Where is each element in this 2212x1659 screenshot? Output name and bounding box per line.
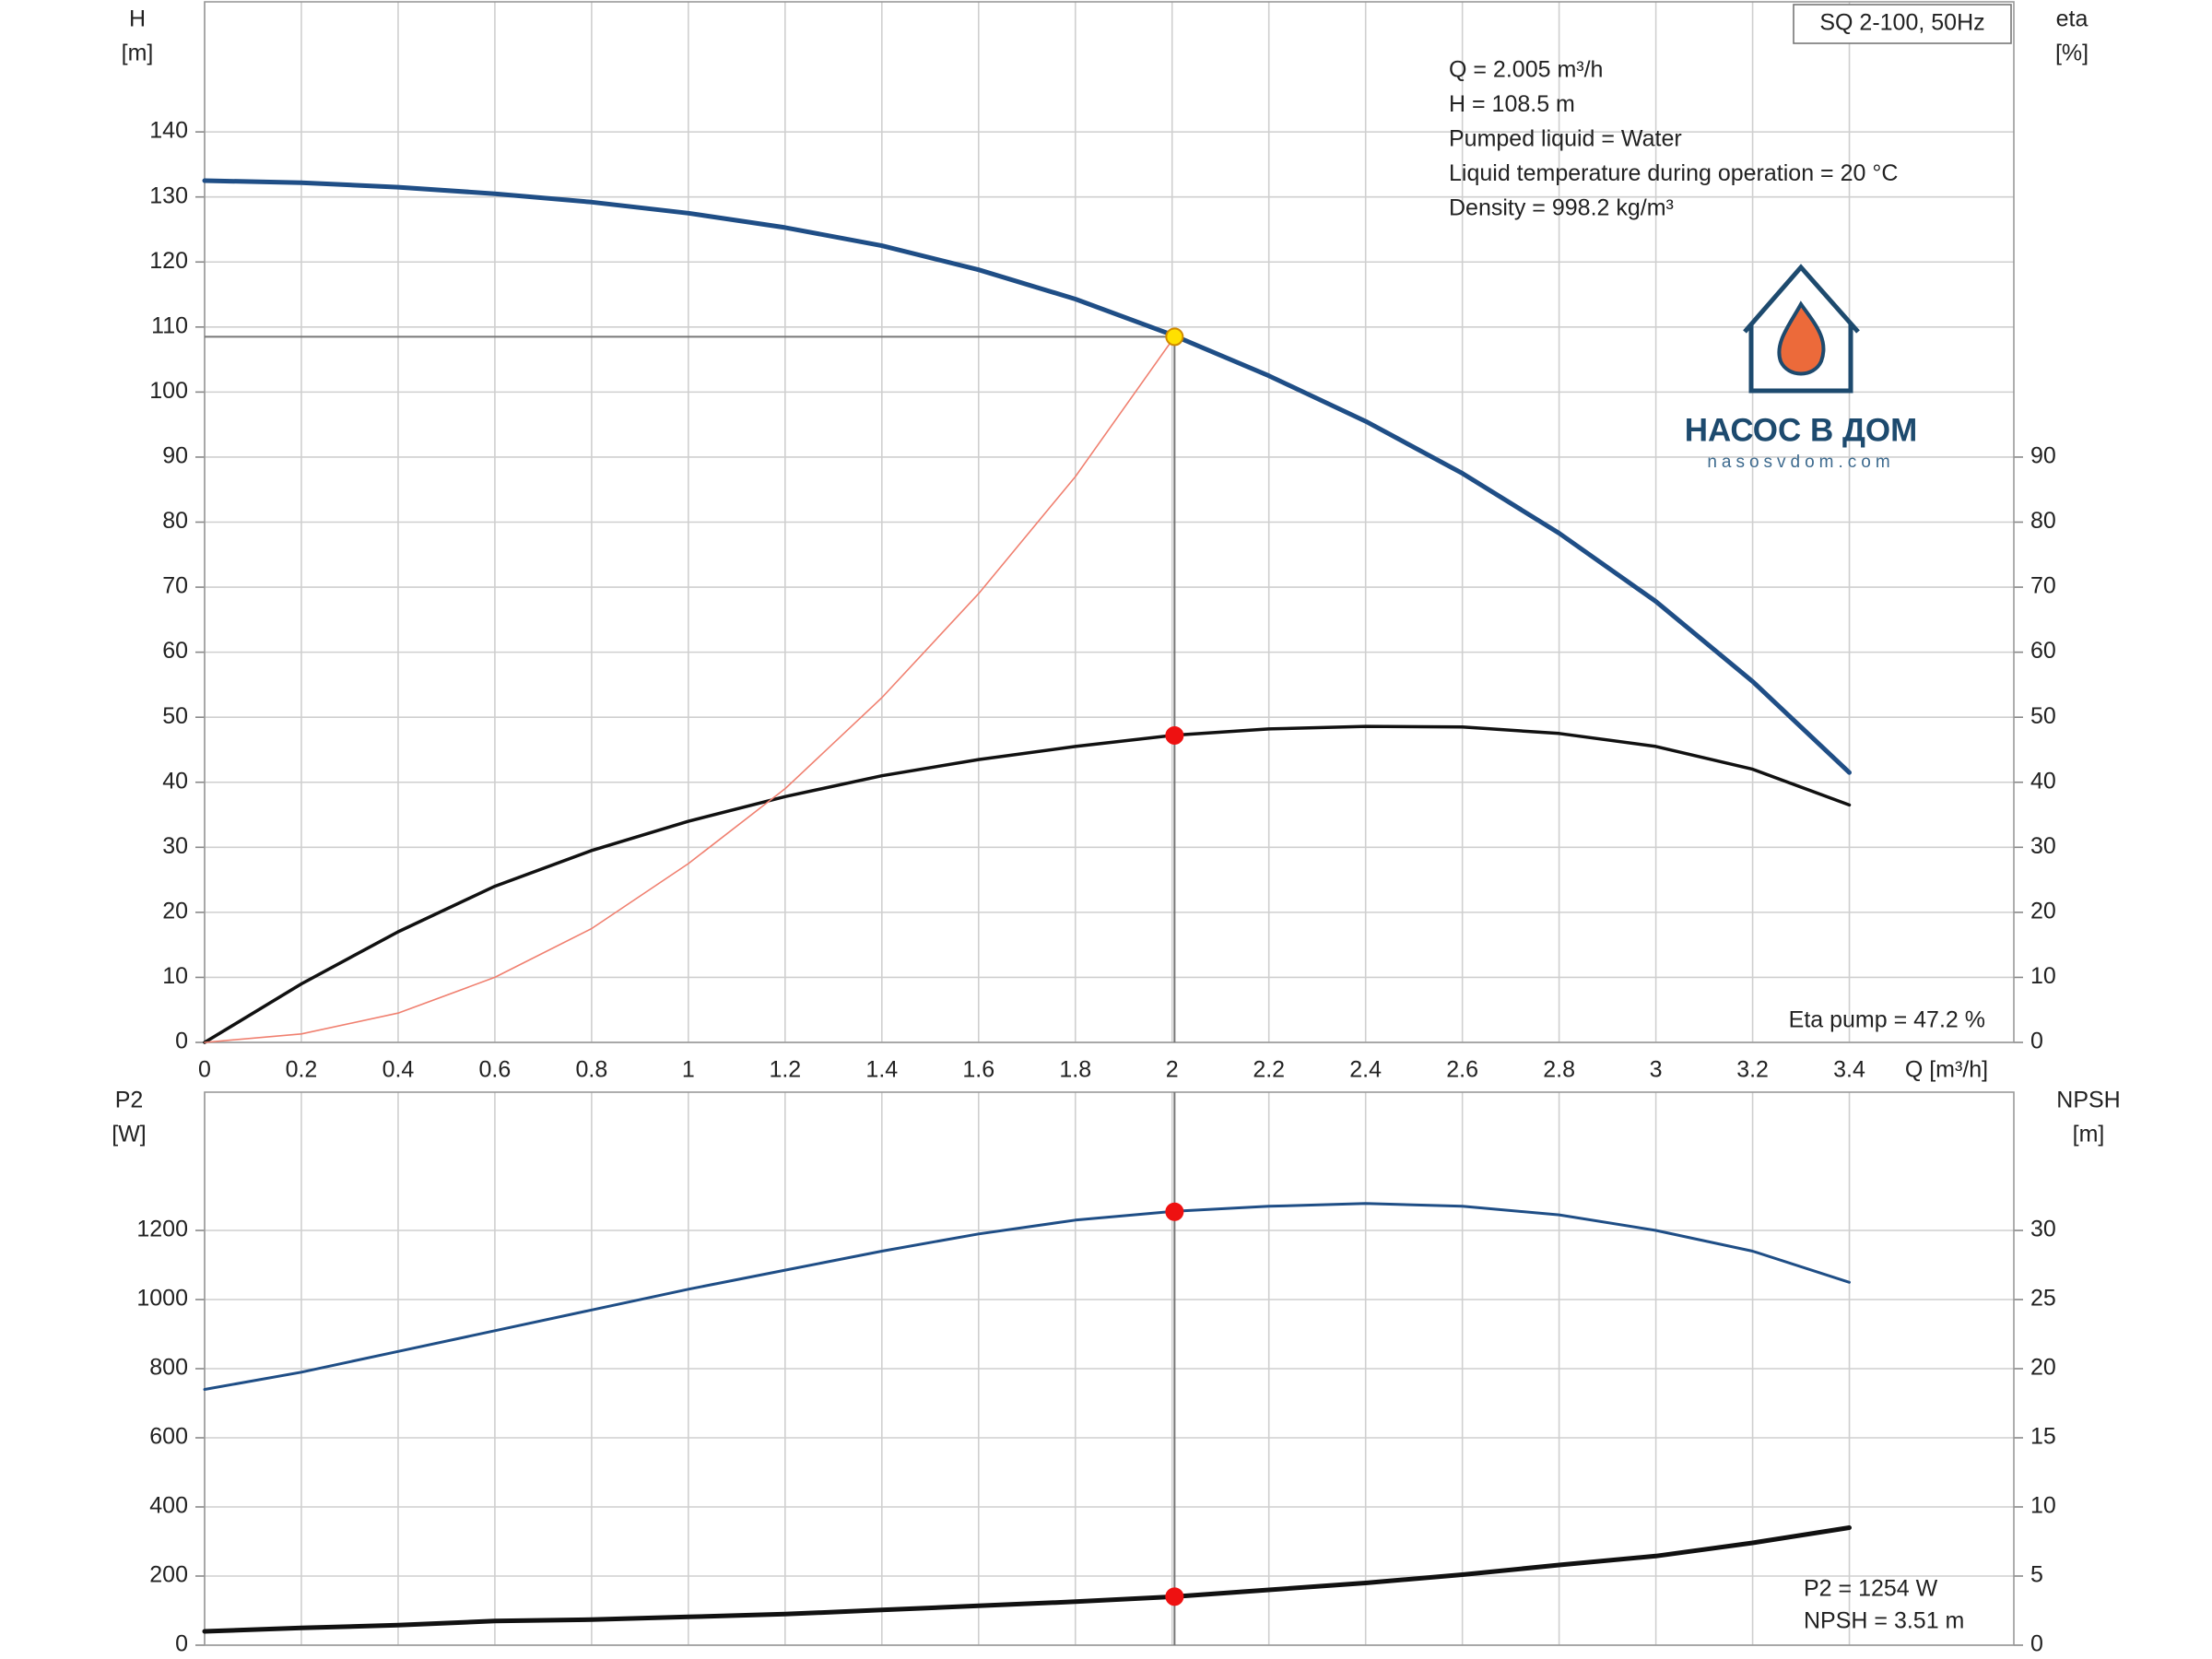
annotation: Liquid temperature during operation = 20… — [1449, 160, 1898, 186]
curve — [203, 724, 1852, 1044]
y2-axis-label: [%] — [2055, 41, 2088, 66]
curve — [202, 178, 1852, 775]
y2-tick-label: 0 — [2030, 1029, 2043, 1054]
y-tick-label: 80 — [162, 508, 188, 534]
plot-1: 0 200 400 600 800 1000 1200 0 5 10 15 20 25 30 P2 [W] NP… — [112, 1088, 2120, 1657]
corner-annotation: NPSH = 3.51 m — [1804, 1608, 1964, 1634]
y-axis-label: H — [129, 6, 146, 32]
y2-tick-label: 25 — [2030, 1286, 2056, 1312]
x-tick-label: 0.2 — [286, 1057, 318, 1083]
plot-frame — [204, 1, 2015, 1043]
x-tick-label: 2.8 — [1543, 1057, 1575, 1083]
y2-tick-label: 50 — [2030, 703, 2056, 729]
y-tick-label: 0 — [175, 1029, 188, 1054]
x-tick-label: 0 — [198, 1057, 211, 1083]
y-axis-label: [W] — [112, 1122, 147, 1147]
model-box — [1793, 4, 2012, 44]
y2-tick-label: 40 — [2030, 768, 2056, 794]
y-tick-label: 1000 — [136, 1286, 188, 1312]
y-tick-label: 50 — [162, 703, 188, 729]
operating-point — [1165, 1587, 1184, 1606]
x-tick-label: 0.4 — [382, 1057, 415, 1083]
y-tick-label: 90 — [162, 443, 188, 469]
y-tick-label: 60 — [162, 638, 188, 664]
y-tick-label: 110 — [151, 312, 188, 338]
x-tick-label: 2.6 — [1446, 1057, 1478, 1083]
curve — [202, 1525, 1852, 1634]
y-tick-label: 30 — [162, 833, 188, 859]
x-tick-label: 3.2 — [1736, 1057, 1769, 1083]
annotation: Density = 998.2 kg/m³ — [1449, 195, 1674, 221]
logo-house — [1743, 264, 1860, 394]
y-tick-label: 40 — [162, 768, 188, 794]
y-axis-label: [m] — [122, 41, 154, 66]
x-tick-label: 3 — [1650, 1057, 1663, 1083]
y-tick-label: 0 — [175, 1631, 188, 1657]
y2-tick-label: 20 — [2030, 1355, 2056, 1381]
y-tick-label: 400 — [149, 1493, 188, 1519]
x-tick-label: 2.4 — [1349, 1057, 1382, 1083]
x-tick-label: 2.2 — [1253, 1057, 1285, 1083]
y2-tick-label: 30 — [2030, 1217, 2056, 1242]
y2-tick-label: 70 — [2030, 573, 2056, 599]
y2-tick-label: 15 — [2030, 1424, 2056, 1450]
plot-0: 0 0.2 0.4 0.6 0.8 1 1.2 1.4 1.6 1.8 2 2.2 2.4 2.6 2.8 3… — [122, 1, 2088, 1083]
y2-tick-label: 30 — [2030, 833, 2056, 859]
y2-tick-label: 5 — [2030, 1562, 2043, 1588]
y-tick-label: 200 — [149, 1562, 188, 1588]
model-label: SQ 2-100, 50Hz — [1819, 10, 1984, 36]
logo-url: nasosvdom.com — [1707, 453, 1894, 472]
y-tick-label: 130 — [149, 182, 188, 208]
x-tick-label: 1.8 — [1059, 1057, 1091, 1083]
x-tick-label: 0.8 — [576, 1057, 608, 1083]
y2-axis-label: NPSH — [2056, 1088, 2120, 1113]
x-tick-label: 1.6 — [962, 1057, 994, 1083]
y2-tick-label: 60 — [2030, 638, 2056, 664]
y2-tick-label: 10 — [2030, 963, 2056, 989]
y2-tick-label: 90 — [2030, 443, 2056, 469]
x-tick-label: 0.6 — [479, 1057, 512, 1083]
y-tick-label: 70 — [162, 573, 188, 599]
y2-axis-label: [m] — [2073, 1122, 2105, 1147]
operating-point — [1165, 1202, 1184, 1221]
annotation: Q = 2.005 m³/h — [1449, 57, 1603, 83]
annotation: H = 108.5 m — [1449, 91, 1575, 117]
corner-annotation: Eta pump = 47.2 % — [1789, 1007, 1985, 1033]
x-tick-label: 3.4 — [1833, 1057, 1865, 1083]
y-tick-label: 100 — [149, 378, 188, 404]
y-tick-label: 10 — [162, 963, 188, 989]
y2-tick-label: 80 — [2030, 508, 2056, 534]
operating-point — [1165, 725, 1184, 745]
corner-annotation: P2 = 1254 W — [1804, 1576, 1938, 1602]
y-tick-label: 140 — [149, 118, 188, 144]
y2-tick-label: 0 — [2030, 1631, 2043, 1657]
curve — [204, 335, 1176, 1043]
x-tick-label: 2 — [1166, 1057, 1179, 1083]
plot-frame — [204, 1091, 2015, 1646]
logo-name: НАСОС В ДОМ — [1685, 412, 1918, 448]
y2-axis-label: eta — [2056, 6, 2088, 32]
x-tick-label: 1.4 — [865, 1057, 898, 1083]
x-tick-label: 1.2 — [769, 1057, 801, 1083]
y-tick-label: 600 — [149, 1424, 188, 1450]
y2-tick-label: 10 — [2030, 1493, 2056, 1519]
y-tick-label: 120 — [149, 248, 188, 274]
curve — [203, 1202, 1851, 1391]
y-axis-label: P2 — [115, 1088, 144, 1113]
operating-point — [1165, 327, 1184, 347]
y2-tick-label: 20 — [2030, 898, 2056, 924]
x-tick-label: 1 — [682, 1057, 695, 1083]
x-axis-label: Q [m³/h] — [1905, 1057, 1988, 1083]
logo: НАСОС В ДОМ nasosvdom.com — [1685, 264, 1918, 472]
y-tick-label: 800 — [149, 1355, 188, 1381]
annotation: Pumped liquid = Water — [1449, 126, 1682, 152]
y-tick-label: 20 — [162, 898, 188, 924]
y-tick-label: 1200 — [136, 1217, 188, 1242]
logo-flame — [1777, 300, 1826, 376]
